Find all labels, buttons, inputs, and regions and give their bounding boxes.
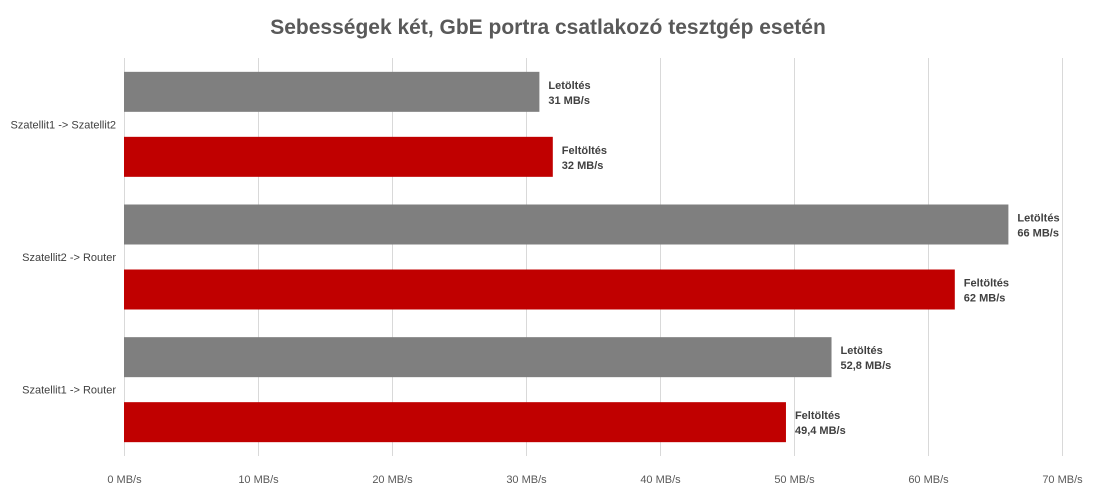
bars xyxy=(124,71,1009,443)
chart-title: Sebességek két, GbE portra csatlakozó te… xyxy=(270,16,826,39)
data-label-series: Letöltés xyxy=(1017,213,1059,225)
x-tick-label: 60 MB/s xyxy=(908,474,949,486)
x-tick-label: 70 MB/s xyxy=(1042,474,1083,486)
bar-download xyxy=(124,204,1009,245)
category-labels: Szatellit1 -> Szatellit2 Szatellit2 -> Ro… xyxy=(11,119,117,396)
x-tick-label: 10 MB/s xyxy=(238,474,279,486)
bar-upload xyxy=(124,402,786,443)
x-tick-label: 20 MB/s xyxy=(372,474,413,486)
category-label: Szatellit1 -> Szatellit2 xyxy=(11,119,116,131)
data-label-series: Feltöltés xyxy=(795,410,840,422)
bar-upload xyxy=(124,136,553,177)
data-labels: Letöltés 31 MB/s Feltöltés 32 MB/s Letöltés 6… xyxy=(548,80,1059,437)
x-axis-tick-labels: 0 MB/s 10 MB/s 20 MB/s 30 MB/s 40 MB/s 50 MB/… xyxy=(107,474,1083,486)
data-label-value: 49,4 MB/s xyxy=(795,425,846,437)
category-label: Szatellit1 -> Router xyxy=(22,385,116,397)
data-label-value: 52,8 MB/s xyxy=(841,360,892,372)
data-label-series: Letöltés xyxy=(841,345,883,357)
x-tick-label: 30 MB/s xyxy=(506,474,547,486)
data-label-value: 66 MB/s xyxy=(1017,228,1059,240)
data-label-series: Feltöltés xyxy=(964,278,1009,290)
data-label-value: 31 MB/s xyxy=(548,95,590,107)
data-label-series: Feltöltés xyxy=(562,145,607,157)
data-label-series: Letöltés xyxy=(548,80,590,92)
data-label-value: 32 MB/s xyxy=(562,160,604,172)
bar-upload xyxy=(124,269,955,310)
x-tick-label: 50 MB/s xyxy=(774,474,815,486)
data-label-value: 62 MB/s xyxy=(964,293,1006,305)
bar-download xyxy=(124,71,540,112)
gridlines xyxy=(124,58,1063,456)
category-label: Szatellit2 -> Router xyxy=(22,252,116,264)
x-tick-label: 0 MB/s xyxy=(107,474,142,486)
x-tick-label: 40 MB/s xyxy=(640,474,681,486)
bar-download xyxy=(124,337,832,378)
